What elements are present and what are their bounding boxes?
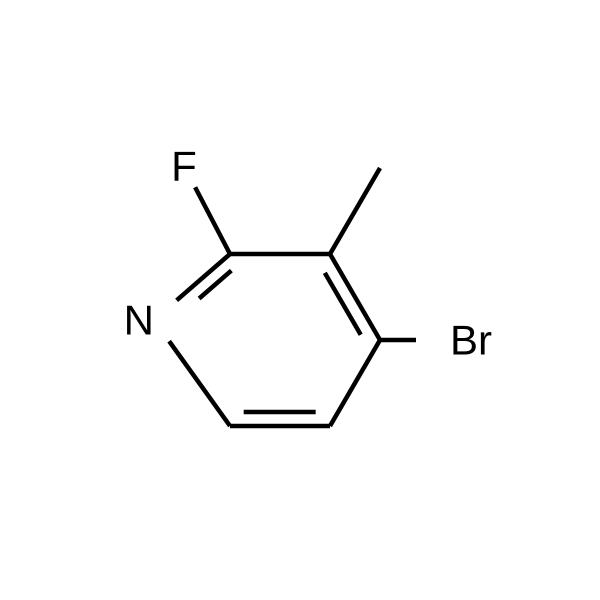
bond-C2-F — [195, 187, 230, 254]
bond-C6-N — [169, 341, 230, 426]
bond-C3-C4-inner — [325, 273, 361, 335]
bond-C4-C5 — [330, 340, 380, 426]
molecule-diagram: N F Br — [0, 0, 600, 600]
atom-label-br: Br — [450, 317, 492, 364]
bond-C3-CH3 — [330, 168, 380, 254]
atom-label-n: N — [124, 297, 154, 344]
atom-label-f: F — [171, 143, 197, 190]
